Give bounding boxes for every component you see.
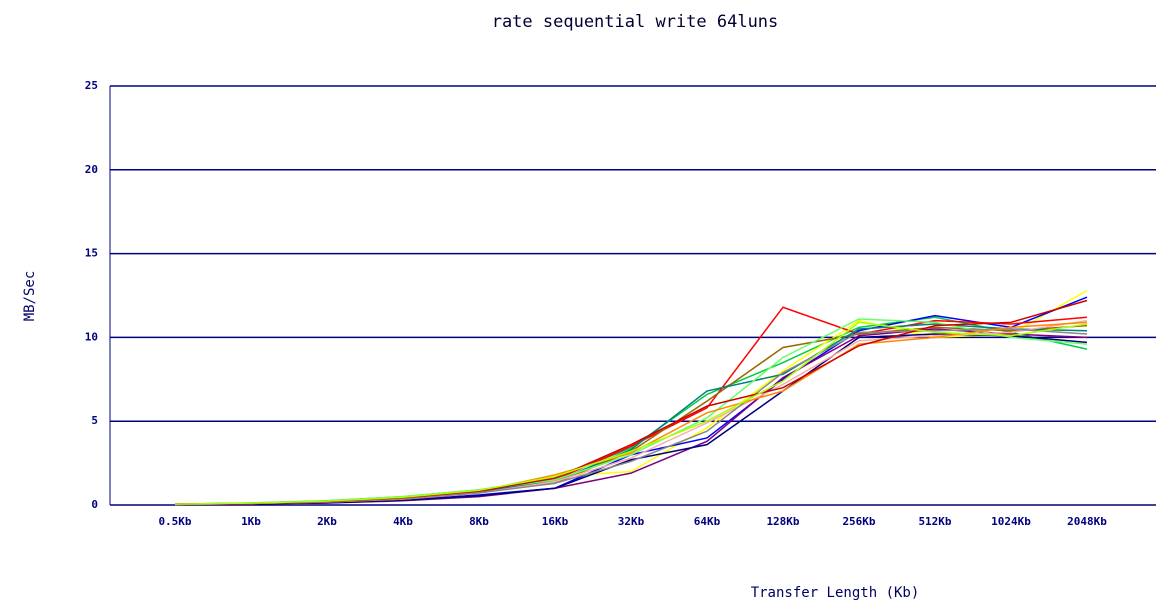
x-tick-label: 256Kb (842, 515, 875, 528)
series-line (174, 333, 1088, 506)
series-line (174, 324, 1088, 506)
series-line (174, 328, 1088, 506)
x-tick-label: 1Kb (241, 515, 261, 528)
series-line (174, 328, 1088, 506)
y-tick-label: 25 (85, 79, 98, 92)
x-tick-label: 8Kb (469, 515, 489, 528)
x-tick-label: 2048Kb (1067, 515, 1107, 528)
y-axis-label: MB/Sec (22, 271, 38, 322)
y-tick-label: 0 (91, 498, 98, 511)
series-line (174, 316, 1088, 505)
series-line (174, 319, 1088, 506)
x-tick-label: 1024Kb (991, 515, 1031, 528)
x-tick-label: 32Kb (618, 515, 645, 528)
y-tick-label: 5 (91, 414, 98, 427)
y-tick-label: 15 (85, 247, 98, 260)
x-tick-label: 64Kb (694, 515, 721, 528)
series-line (174, 321, 1088, 505)
series-line (174, 289, 1088, 506)
y-tick-label: 20 (85, 163, 98, 176)
x-tick-label: 0.5Kb (158, 515, 191, 528)
x-tick-label: 128Kb (766, 515, 799, 528)
x-tick-label: 512Kb (918, 515, 951, 528)
series-line (174, 321, 1088, 505)
series-line (174, 318, 1088, 505)
x-axis-label: Transfer Length (Kb) (751, 585, 920, 601)
series-line (174, 323, 1088, 505)
x-tick-label: 4Kb (393, 515, 413, 528)
y-tick-label: 10 (85, 330, 98, 343)
chart-title: rate sequential write 64luns (492, 12, 779, 32)
x-tick-label: 16Kb (542, 515, 569, 528)
x-tick-label: 2Kb (317, 515, 337, 528)
